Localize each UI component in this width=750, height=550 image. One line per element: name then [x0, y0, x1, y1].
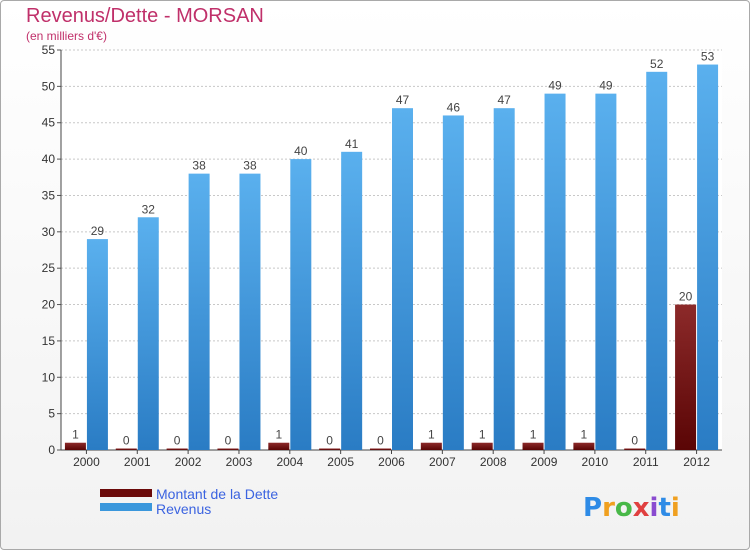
value-label-dette: 1	[581, 428, 588, 442]
x-tick-label: 2004	[276, 455, 303, 469]
bar-dette	[420, 442, 442, 450]
value-label-revenus: 41	[345, 137, 359, 151]
bar-revenus	[392, 108, 413, 450]
bar-revenus	[239, 173, 261, 451]
value-label-dette: 0	[377, 434, 384, 448]
value-label-revenus: 53	[701, 50, 715, 64]
legend-swatch-revenus	[100, 503, 152, 511]
x-tick-label: 2007	[429, 455, 456, 469]
y-tick-label: 30	[42, 225, 56, 239]
bar-dette	[217, 448, 239, 450]
y-tick-label: 15	[42, 334, 56, 348]
bar-revenus	[595, 93, 617, 451]
value-label-revenus: 49	[599, 79, 613, 93]
legend-label-dette: Montant de la Dette	[156, 486, 278, 502]
chart-subtitle: (en milliers d'€)	[26, 29, 107, 43]
plot-area	[61, 50, 722, 450]
value-label-dette: 1	[275, 428, 282, 442]
legend-swatch-dette	[100, 489, 152, 497]
x-tick-label: 2008	[480, 455, 507, 469]
value-label-dette: 1	[530, 428, 537, 442]
value-label-dette: 20	[679, 290, 693, 304]
value-label-dette: 0	[225, 434, 232, 448]
value-label-revenus: 46	[447, 100, 461, 114]
x-tick-label: 2006	[378, 455, 405, 469]
bar-dette	[624, 448, 646, 450]
value-label-dette: 0	[123, 434, 130, 448]
value-label-revenus: 38	[243, 159, 257, 173]
legend-label-revenus: Revenus	[156, 501, 211, 517]
value-label-dette: 0	[326, 434, 333, 448]
bar-revenus	[137, 217, 159, 450]
value-label-revenus: 47	[396, 93, 410, 107]
bar-dette	[522, 442, 544, 450]
bar-dette	[319, 448, 341, 450]
y-tick-label: 0	[48, 443, 55, 457]
bar-dette	[471, 442, 493, 450]
x-tick-label: 2002	[175, 455, 202, 469]
value-label-revenus: 47	[498, 93, 512, 107]
y-tick-label: 5	[48, 407, 55, 421]
y-tick-label: 50	[42, 79, 56, 93]
x-tick-label: 2005	[327, 455, 354, 469]
bar-dette	[675, 304, 697, 450]
value-label-revenus: 38	[192, 159, 206, 173]
y-tick-label: 10	[42, 370, 56, 384]
bar-revenus	[188, 173, 210, 451]
value-label-revenus: 29	[91, 224, 105, 238]
x-tick-label: 2012	[683, 455, 710, 469]
x-tick-label: 2010	[582, 455, 609, 469]
bar-revenus	[341, 151, 363, 450]
bar-revenus	[493, 108, 515, 450]
value-label-revenus: 52	[650, 57, 664, 71]
value-label-dette: 1	[428, 428, 435, 442]
y-tick-label: 55	[42, 43, 56, 57]
y-tick-label: 40	[42, 152, 56, 166]
value-label-revenus: 32	[142, 202, 156, 216]
bar-dette	[115, 448, 137, 450]
bar-revenus	[290, 159, 312, 450]
value-label-revenus: 49	[548, 79, 562, 93]
y-tick-label: 20	[42, 298, 56, 312]
bar-revenus	[646, 71, 668, 451]
bar-dette	[64, 442, 86, 450]
x-tick-label: 2003	[226, 455, 253, 469]
x-tick-label: 2001	[124, 455, 151, 469]
bar-revenus	[697, 64, 719, 450]
value-label-dette: 1	[479, 428, 486, 442]
value-label-dette: 1	[72, 428, 79, 442]
chart-title: Revenus/Dette - MORSAN	[26, 5, 264, 27]
bar-revenus	[86, 239, 108, 450]
bar-revenus	[544, 93, 566, 451]
x-tick-label: 2009	[531, 455, 558, 469]
value-label-dette: 0	[174, 434, 181, 448]
bar-revenus	[442, 115, 464, 451]
value-label-revenus: 40	[294, 144, 308, 158]
bar-dette	[166, 448, 188, 450]
y-tick-label: 45	[42, 116, 56, 130]
proxiti-logo: Proxiti	[583, 493, 680, 523]
y-tick-label: 25	[42, 261, 56, 275]
x-tick-label: 2011	[633, 455, 659, 469]
bar-dette	[573, 442, 595, 450]
value-label-dette: 0	[631, 434, 638, 448]
bar-dette	[370, 448, 391, 450]
y-tick-label: 35	[42, 188, 56, 202]
bar-dette	[268, 442, 290, 450]
x-tick-label: 2000	[73, 455, 100, 469]
